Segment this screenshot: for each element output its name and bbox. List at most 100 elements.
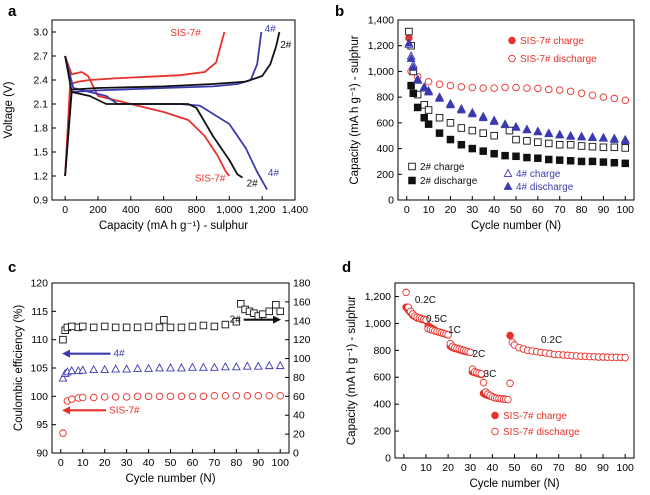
y-tick-label: 0	[388, 195, 394, 207]
data-point	[220, 362, 230, 371]
data-point	[457, 83, 466, 91]
data-point	[67, 322, 76, 331]
x-tick-label: 600	[155, 204, 173, 216]
data-point	[89, 393, 98, 402]
data-point	[133, 363, 143, 372]
data-point	[199, 321, 208, 330]
panel-letter-a: a	[8, 3, 17, 20]
x-tick-label: 50	[165, 457, 177, 469]
data-point	[599, 158, 608, 166]
series-sis-7-	[59, 392, 284, 437]
panel-letter-c: c	[8, 259, 16, 276]
legend-label: 2# charge	[420, 162, 465, 173]
y2-tick-label: 20	[293, 429, 305, 441]
data-point	[566, 131, 576, 140]
y-tick-label: 1,400	[368, 15, 394, 27]
plot-frame	[51, 19, 296, 201]
y-axis-label: Capacity (mA h g⁻¹) - sulphur	[346, 296, 358, 445]
data-point	[276, 392, 284, 400]
data-point	[243, 392, 252, 400]
x-tick-label: 90	[597, 462, 609, 474]
data-point	[166, 392, 175, 401]
annotation-label: 2#	[230, 315, 242, 326]
annotation-label: 0.5C	[426, 314, 447, 325]
data-point	[58, 373, 68, 382]
y-tick-label: 0	[385, 453, 391, 465]
data-point	[435, 80, 444, 89]
annotation-label: 4#	[268, 168, 280, 179]
data-point	[111, 364, 121, 373]
data-point	[424, 87, 434, 96]
x-tick-label: 70	[554, 204, 566, 216]
y2-tick-label: 160	[293, 296, 311, 308]
data-point	[100, 364, 110, 374]
y2-tick-label: 0	[293, 448, 299, 460]
data-point	[446, 135, 455, 144]
series-4-	[64, 31, 268, 191]
data-point	[67, 365, 77, 375]
data-point	[122, 323, 131, 332]
data-point	[144, 363, 154, 372]
x-tick-label: 0	[58, 457, 64, 469]
data-point	[466, 348, 474, 357]
x-axis-label: Capacity (mA h g⁻¹) - sulphur	[99, 220, 248, 232]
data-point	[598, 133, 608, 142]
data-point	[479, 84, 487, 92]
data-point	[468, 83, 477, 92]
x-tick-label: 100	[616, 462, 634, 474]
legend-label: 4# charge	[516, 169, 561, 180]
data-point	[545, 139, 553, 148]
legend-marker	[503, 168, 513, 177]
x-tick-label: 80	[230, 457, 242, 469]
x-tick-label: 70	[209, 457, 221, 469]
data-point	[533, 127, 543, 136]
data-point	[254, 392, 263, 400]
data-point	[221, 320, 230, 329]
data-point	[490, 84, 498, 92]
x-tick-label: 70	[553, 462, 565, 474]
annotation-label: SIS-7#	[109, 405, 140, 416]
y-tick-label: 200	[373, 426, 391, 438]
y-tick-label: 1,200	[365, 291, 391, 303]
x-axis-label: Cycle number (N)	[471, 220, 561, 232]
panel-letter-d: d	[342, 259, 351, 276]
x-tick-label: 40	[143, 457, 155, 469]
series-sis-7-	[64, 31, 230, 177]
annotation-label: 4#	[265, 24, 277, 35]
data-point	[457, 140, 466, 149]
legend-label: SIS-7# charge	[503, 411, 567, 422]
data-point	[621, 96, 630, 105]
data-point	[221, 392, 230, 400]
y-tick-label: 1,000	[365, 318, 391, 330]
data-point	[544, 128, 554, 138]
data-point	[577, 142, 586, 150]
data-point	[588, 91, 597, 99]
y-tick-label: 110	[31, 334, 48, 346]
legend-label: 2# discharge	[420, 176, 478, 187]
x-tick-label: 400	[122, 204, 140, 216]
chart-panel-b: 0 10 20 30 40 50 60 70 80 90 100 0 200 400 600 800 1,000…	[349, 15, 635, 232]
x-tick-label: 50	[509, 462, 521, 474]
data-point	[577, 157, 586, 166]
data-point	[479, 147, 487, 155]
y-tick-label: 2.7	[33, 51, 48, 63]
data-point	[264, 360, 274, 370]
data-point	[275, 360, 285, 370]
y-axis-label: Capacity (mA h g⁻¹) - sulphur	[349, 35, 361, 184]
data-point	[523, 84, 531, 92]
y2-tick-label: 40	[293, 410, 305, 422]
x-tick-label: 60	[532, 204, 544, 216]
data-point	[402, 288, 410, 297]
data-point	[408, 62, 418, 71]
y-tick-label: 0.9	[33, 195, 48, 207]
y-tick-label: 800	[373, 345, 391, 357]
data-point	[621, 144, 630, 152]
series-line	[64, 55, 243, 179]
data-point	[424, 77, 433, 86]
annotation-label: 2#	[247, 178, 259, 189]
series-4-discharge	[404, 38, 630, 145]
data-point	[588, 157, 597, 166]
data-point	[420, 113, 428, 122]
y2-tick-label: 100	[293, 353, 311, 365]
